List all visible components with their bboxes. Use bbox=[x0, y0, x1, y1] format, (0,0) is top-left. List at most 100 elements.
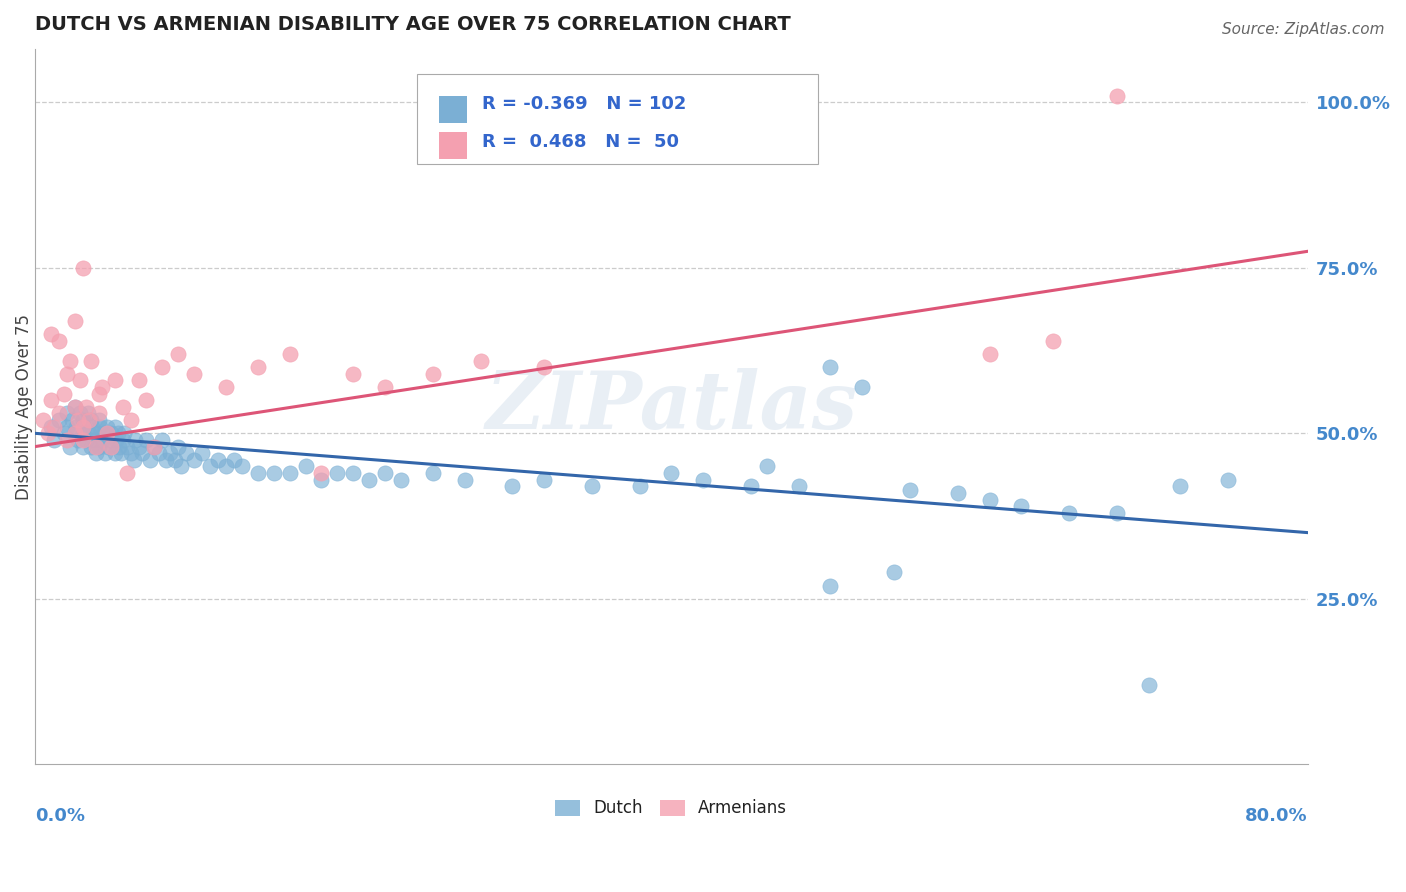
Point bbox=[661, 466, 683, 480]
Point bbox=[73, 419, 96, 434]
Point bbox=[117, 466, 139, 480]
Point bbox=[87, 440, 110, 454]
Y-axis label: Disability Age Over 75: Disability Age Over 75 bbox=[15, 314, 32, 500]
Point bbox=[183, 367, 205, 381]
Point bbox=[533, 473, 555, 487]
Point bbox=[59, 353, 82, 368]
Point bbox=[374, 380, 396, 394]
Point bbox=[72, 433, 94, 447]
Point bbox=[117, 440, 139, 454]
Point bbox=[207, 452, 229, 467]
Point bbox=[222, 452, 245, 467]
Point bbox=[342, 466, 364, 480]
Point bbox=[120, 413, 142, 427]
Point bbox=[111, 433, 134, 447]
Point bbox=[422, 367, 444, 381]
FancyBboxPatch shape bbox=[416, 74, 818, 164]
Point bbox=[75, 433, 97, 447]
Point bbox=[342, 367, 364, 381]
Point bbox=[84, 440, 107, 454]
Point bbox=[501, 479, 523, 493]
Point bbox=[128, 373, 150, 387]
Point bbox=[120, 446, 142, 460]
Point bbox=[135, 393, 157, 408]
Point bbox=[1057, 506, 1080, 520]
Point bbox=[174, 446, 197, 460]
Point bbox=[56, 407, 79, 421]
Point bbox=[191, 446, 214, 460]
Point bbox=[246, 360, 269, 375]
Point bbox=[56, 367, 79, 381]
Point bbox=[979, 347, 1001, 361]
Point bbox=[69, 407, 91, 421]
Point bbox=[67, 413, 90, 427]
Point bbox=[72, 260, 94, 275]
Point bbox=[148, 446, 170, 460]
Point bbox=[84, 446, 107, 460]
Point bbox=[740, 479, 762, 493]
Point bbox=[311, 473, 333, 487]
Point bbox=[755, 459, 778, 474]
Point bbox=[93, 426, 115, 441]
Bar bbox=[439, 95, 467, 123]
Point bbox=[52, 426, 75, 441]
Point bbox=[96, 419, 118, 434]
Point bbox=[56, 433, 79, 447]
Point bbox=[80, 413, 103, 427]
Point bbox=[63, 400, 86, 414]
Point bbox=[39, 326, 62, 341]
Point bbox=[83, 433, 105, 447]
Point bbox=[72, 440, 94, 454]
Point bbox=[1010, 499, 1032, 513]
Point bbox=[155, 452, 177, 467]
Point bbox=[326, 466, 349, 480]
Text: R = -0.369   N = 102: R = -0.369 N = 102 bbox=[482, 95, 686, 113]
Point bbox=[131, 446, 153, 460]
Point bbox=[167, 440, 190, 454]
Point bbox=[979, 492, 1001, 507]
Point bbox=[787, 479, 810, 493]
Point bbox=[820, 578, 842, 592]
Point bbox=[692, 473, 714, 487]
Point bbox=[69, 373, 91, 387]
Point bbox=[851, 380, 873, 394]
Point bbox=[170, 459, 193, 474]
Point bbox=[470, 353, 492, 368]
Point bbox=[278, 347, 301, 361]
Point bbox=[104, 446, 127, 460]
Point bbox=[72, 419, 94, 434]
Point bbox=[90, 380, 112, 394]
Point bbox=[183, 452, 205, 467]
Point bbox=[37, 426, 59, 441]
Point bbox=[946, 486, 969, 500]
Point bbox=[76, 407, 98, 421]
Point bbox=[628, 479, 651, 493]
Point bbox=[72, 413, 94, 427]
Point bbox=[883, 566, 905, 580]
Point bbox=[100, 440, 122, 454]
Point bbox=[150, 360, 173, 375]
Point bbox=[98, 433, 121, 447]
Point bbox=[1216, 473, 1239, 487]
Point bbox=[104, 373, 127, 387]
Point bbox=[90, 433, 112, 447]
Point bbox=[135, 433, 157, 447]
Point bbox=[97, 440, 120, 454]
Point bbox=[278, 466, 301, 480]
Point bbox=[165, 452, 187, 467]
Bar bbox=[439, 132, 467, 159]
Point bbox=[124, 433, 146, 447]
Point bbox=[80, 353, 103, 368]
Point bbox=[44, 433, 66, 447]
Text: ZIPatlas: ZIPatlas bbox=[485, 368, 858, 446]
Point bbox=[107, 426, 129, 441]
Point bbox=[374, 466, 396, 480]
Point bbox=[72, 426, 94, 441]
Point bbox=[246, 466, 269, 480]
Text: 80.0%: 80.0% bbox=[1246, 807, 1308, 825]
Point bbox=[63, 314, 86, 328]
Point bbox=[63, 400, 86, 414]
Point bbox=[159, 446, 181, 460]
Point bbox=[60, 413, 83, 427]
Point bbox=[231, 459, 253, 474]
